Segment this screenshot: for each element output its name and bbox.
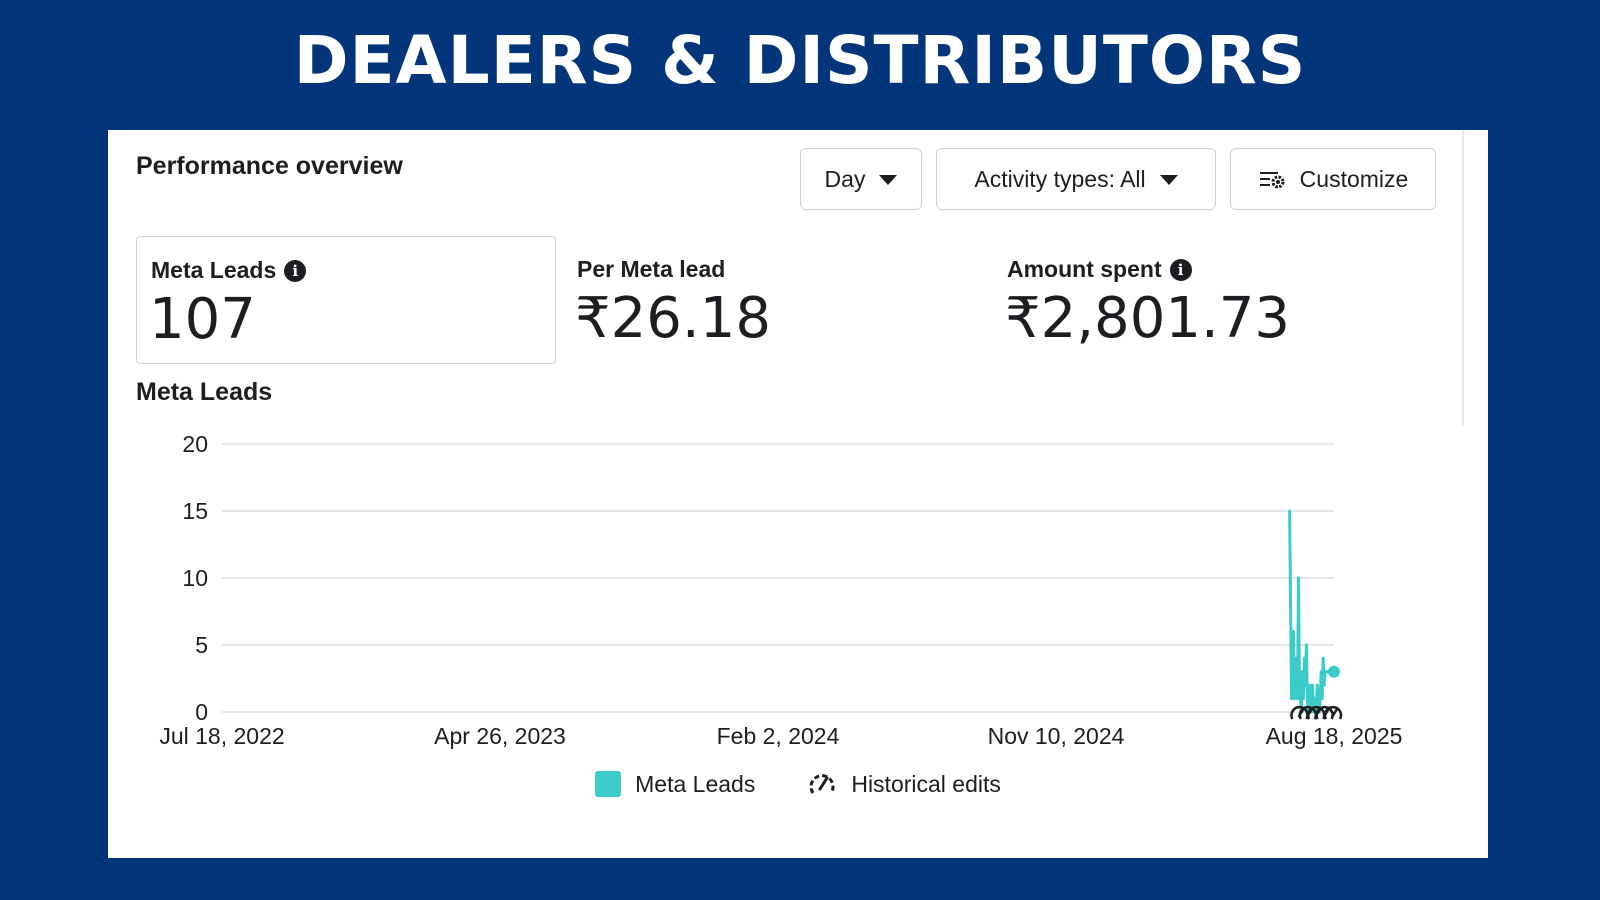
metric-value: ₹26.18 [575, 286, 771, 351]
info-icon[interactable]: i [1169, 258, 1192, 281]
data-point [1308, 697, 1312, 701]
x-tick-label: Apr 26, 2023 [434, 723, 566, 749]
data-point [1301, 697, 1305, 701]
meta-leads-chart: 0 5 10 15 20 Jul 18, 2022 Apr 26, 2023 Feb 2, 2… [159, 431, 1403, 749]
data-point [1300, 670, 1304, 674]
metric-value: 107 [149, 287, 256, 352]
data-point [1315, 683, 1319, 687]
data-point [1295, 656, 1299, 660]
y-tick-label: 15 [182, 498, 208, 524]
data-point [1303, 683, 1307, 687]
data-point [1296, 576, 1300, 580]
x-tick-label: Nov 10, 2024 [988, 723, 1125, 749]
data-point [1293, 697, 1297, 701]
data-point [1288, 509, 1292, 513]
metric-card-meta-leads[interactable]: Meta Leads i 107 [136, 236, 556, 364]
banner-title: DEALERS & DISTRIBUTORS [293, 22, 1307, 99]
customize-button[interactable]: Customize [1230, 148, 1436, 210]
metric-label-row: Per Meta lead [577, 256, 725, 283]
customize-label: Customize [1299, 165, 1409, 192]
historical-edit-marker [1323, 705, 1343, 720]
chevron-down-icon [1159, 175, 1178, 185]
x-tick-label: Aug 18, 2025 [1266, 723, 1403, 749]
metric-value: ₹2,801.73 [1005, 286, 1291, 351]
data-point [1305, 697, 1309, 701]
y-tick-label: 20 [182, 431, 208, 457]
data-point [1313, 697, 1317, 701]
data-point [1302, 656, 1306, 660]
x-tick-label: Jul 18, 2022 [159, 723, 284, 749]
metric-label-row: Amount spent i [1007, 256, 1192, 283]
legend-item-historical-edits[interactable]: Historical edits [807, 770, 1001, 798]
data-point [1295, 697, 1299, 701]
legend-item-meta-leads[interactable]: Meta Leads [595, 771, 755, 798]
series-line-meta-leads [1288, 510, 1335, 714]
data-point [1328, 665, 1340, 678]
legend-label: Historical edits [851, 770, 1001, 797]
day-dropdown-label: Day [824, 165, 866, 192]
data-point [1304, 643, 1308, 647]
legend-label: Meta Leads [635, 770, 756, 797]
metric-label: Meta Leads [151, 257, 277, 283]
scrollbar[interactable] [1462, 130, 1464, 426]
chart-title: Meta Leads [136, 378, 273, 406]
x-tick-label: Feb 2, 2024 [717, 723, 840, 749]
data-point [1298, 697, 1302, 701]
data-point [1320, 697, 1324, 701]
data-point [1290, 697, 1294, 701]
data-point [1307, 683, 1311, 687]
performance-panel: Performance overview Day Activity types:… [108, 130, 1488, 858]
metric-card-per-meta-lead[interactable]: Per Meta lead ₹26.18 [563, 236, 963, 364]
y-tick-label: 5 [195, 632, 208, 658]
metric-label-row: Meta Leads i [151, 257, 307, 284]
metric-label: Per Meta lead [577, 256, 726, 282]
data-point [1310, 683, 1314, 687]
data-point [1319, 670, 1323, 674]
historical-edits-icon [809, 774, 835, 794]
historical-edit-needle [1330, 708, 1339, 718]
legend-swatch [595, 771, 622, 797]
metric-card-amount-spent[interactable]: Amount spent i ₹2,801.73 [993, 236, 1413, 364]
data-point [1291, 670, 1295, 674]
page-title: Performance overview [136, 152, 403, 180]
y-tick-label: 0 [195, 699, 208, 725]
settings-sliders-icon [1259, 172, 1285, 189]
y-tick-label: 10 [182, 565, 208, 591]
chart-legend: Meta Leads Historical edits [108, 770, 1488, 798]
metric-label: Amount spent [1007, 256, 1162, 282]
chevron-down-icon [879, 175, 898, 185]
day-dropdown[interactable]: Day [800, 148, 922, 210]
data-point [1292, 630, 1296, 634]
data-point [1322, 683, 1326, 687]
data-point [1289, 603, 1293, 607]
info-icon[interactable]: i [284, 259, 307, 282]
activity-types-dropdown[interactable]: Activity types: All [936, 148, 1216, 210]
data-point [1297, 683, 1301, 687]
activity-types-label: Activity types: All [974, 165, 1146, 192]
data-point [1321, 656, 1325, 660]
data-point [1294, 683, 1298, 687]
